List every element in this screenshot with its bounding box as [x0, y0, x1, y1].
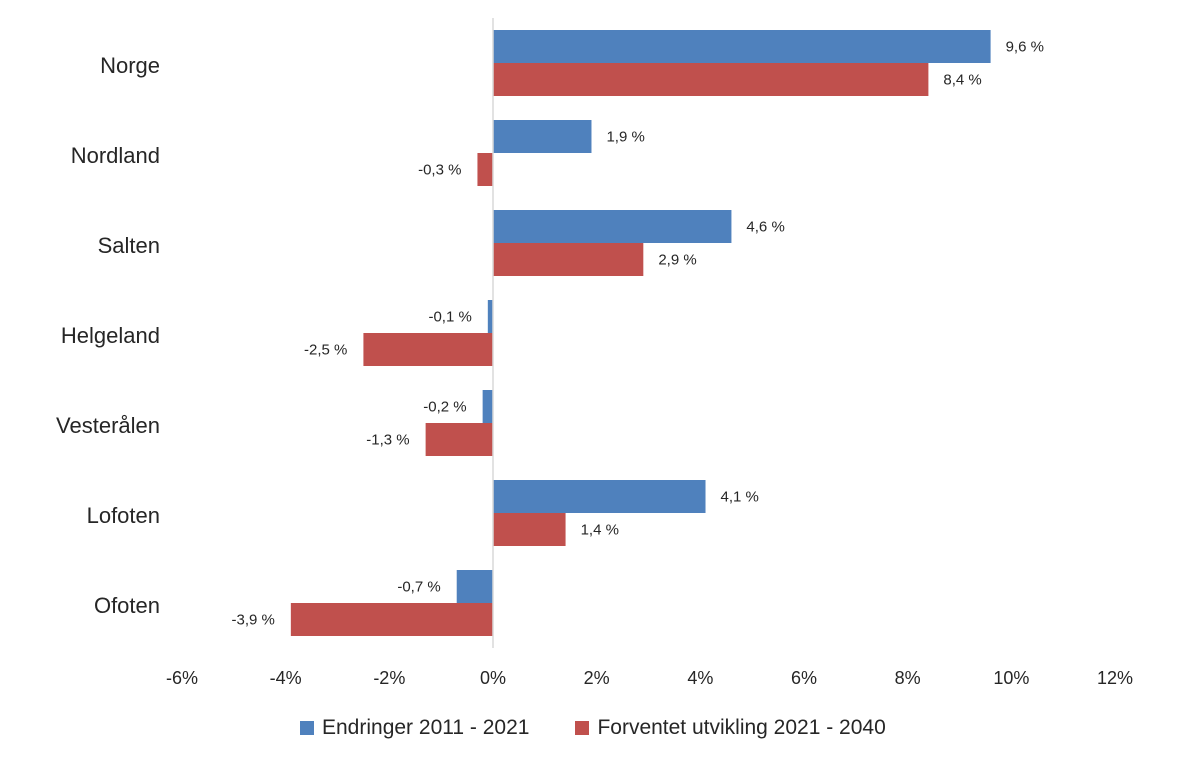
bar	[493, 210, 732, 243]
bar	[425, 423, 493, 456]
data-label: 1,4 %	[581, 521, 619, 538]
data-label: -0,2 %	[423, 398, 466, 415]
bar	[493, 120, 592, 153]
legend-item-series-2: Forventet utvikling 2021 - 2040	[575, 716, 886, 740]
category-label: Lofoten	[87, 503, 160, 528]
x-tick-label: 10%	[993, 668, 1029, 688]
bar	[493, 243, 644, 276]
bar	[456, 570, 493, 603]
data-label: 2,9 %	[658, 251, 696, 268]
x-tick-label: 2%	[584, 668, 610, 688]
data-label: 4,1 %	[721, 488, 759, 505]
x-tick-label: -2%	[373, 668, 405, 688]
data-label: -0,3 %	[418, 161, 461, 178]
data-label: -3,9 %	[231, 611, 274, 628]
data-label: -0,1 %	[428, 308, 471, 325]
category-label: Salten	[98, 233, 160, 258]
category-label: Nordland	[71, 143, 160, 168]
data-label: 4,6 %	[746, 218, 784, 235]
legend-label-series-2: Forventet utvikling 2021 - 2040	[597, 716, 886, 739]
data-label: 9,6 %	[1006, 38, 1044, 55]
bar	[493, 63, 929, 96]
data-label: 8,4 %	[943, 71, 981, 88]
bar	[487, 300, 493, 333]
data-label: -2,5 %	[304, 341, 347, 358]
x-tick-label: 0%	[480, 668, 506, 688]
bar	[493, 30, 991, 63]
x-tick-label: 8%	[895, 668, 921, 688]
data-label: -1,3 %	[366, 431, 409, 448]
x-tick-label: 12%	[1097, 668, 1133, 688]
legend-item-series-1: Endringer 2011 - 2021	[300, 716, 529, 740]
x-tick-label: 6%	[791, 668, 817, 688]
legend: Endringer 2011 - 2021 Forventet utviklin…	[300, 716, 886, 740]
bar	[482, 390, 493, 423]
bar	[493, 480, 706, 513]
category-label: Vesterålen	[56, 413, 160, 438]
legend-label-series-1: Endringer 2011 - 2021	[322, 716, 530, 739]
x-tick-label: -4%	[270, 668, 302, 688]
data-label: -0,7 %	[397, 578, 440, 595]
category-label: Ofoten	[94, 593, 160, 618]
x-tick-label: 4%	[687, 668, 713, 688]
category-label: Norge	[100, 53, 160, 78]
data-label: 1,9 %	[606, 128, 644, 145]
bar	[363, 333, 493, 366]
legend-swatch-series-1	[300, 721, 314, 735]
legend-swatch-series-2	[575, 721, 590, 735]
bar	[493, 513, 566, 546]
category-label: Helgeland	[61, 323, 160, 348]
bar	[290, 603, 493, 636]
x-tick-label: -6%	[166, 668, 198, 688]
bar	[477, 153, 493, 186]
